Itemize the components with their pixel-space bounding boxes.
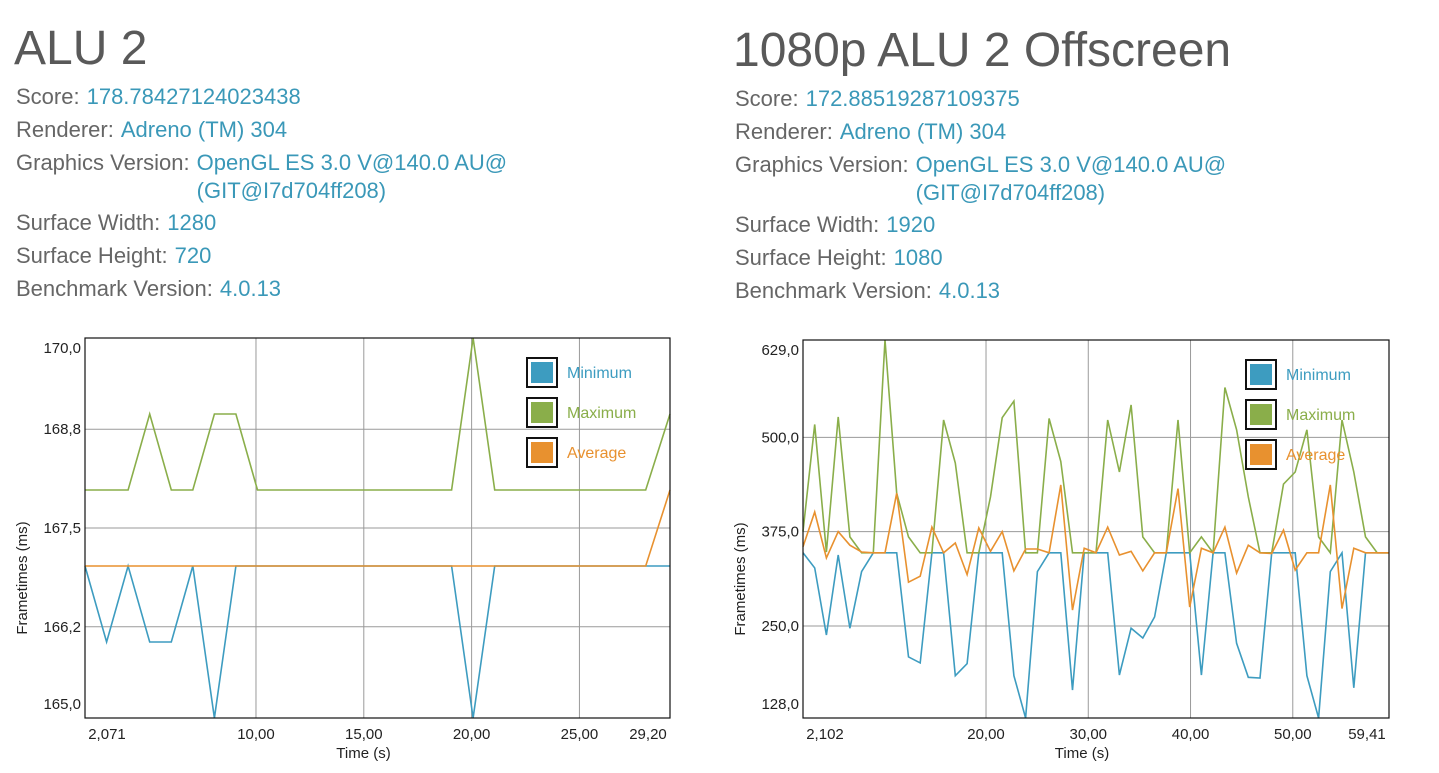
legend-label: Maximum: [567, 405, 636, 422]
field: Surface Height: 720: [16, 243, 211, 268]
x-tick-label: 15,00: [345, 726, 383, 743]
field: Benchmark Version: 4.0.13: [16, 276, 281, 301]
field-label: Surface Width:: [16, 210, 160, 235]
x-axis-title: Time (s): [336, 745, 390, 762]
panel-title: ALU 2: [14, 22, 147, 75]
legend-swatch: [531, 402, 553, 423]
y-tick-label: 629,0: [761, 342, 799, 359]
field: Surface Height: 1080: [735, 245, 943, 270]
y-axis-title: Frametimes (ms): [732, 522, 749, 635]
field-value: 4.0.13: [939, 278, 1000, 303]
field: Surface Width: 1920: [735, 212, 935, 237]
legend-label: Average: [1286, 447, 1345, 464]
legend-label: Maximum: [1286, 407, 1355, 424]
legend-swatch: [531, 362, 553, 383]
y-axis-title: Frametimes (ms): [14, 521, 31, 634]
panel-title: 1080p ALU 2 Offscreen: [733, 24, 1231, 77]
field-label: Score:: [16, 84, 80, 109]
y-tick-label: 170,0: [43, 340, 81, 357]
x-tick-label: 2,071: [88, 726, 126, 743]
x-tick-label: 29,20: [629, 726, 667, 743]
field-value: (GIT@I7d704ff208): [197, 178, 386, 203]
field-value: 1920: [886, 212, 935, 237]
legend-swatch: [1250, 404, 1272, 425]
field-label: Graphics Version:: [735, 152, 909, 177]
field: Score: 172.88519287109375: [735, 86, 1020, 111]
y-tick-label: 375,0: [761, 524, 799, 541]
y-tick-label: 167,5: [43, 520, 81, 537]
field-label: Surface Height:: [16, 243, 168, 268]
plot-frame: [84, 337, 671, 719]
field: Graphics Version: OpenGL ES 3.0 V@140.0 A…: [16, 150, 507, 175]
field-value: 720: [175, 243, 212, 268]
field: Renderer: Adreno (TM) 304: [735, 119, 1006, 144]
field-label: Benchmark Version:: [735, 278, 932, 303]
field-value: OpenGL ES 3.0 V@140.0 AU@: [916, 152, 1226, 177]
legend-swatch: [1250, 444, 1272, 465]
field-label: Renderer:: [735, 119, 833, 144]
field: Score: 178.78427124023438: [16, 84, 301, 109]
field-value: OpenGL ES 3.0 V@140.0 AU@: [197, 150, 507, 175]
field: Graphics Version: OpenGL ES 3.0 V@140.0 A…: [735, 152, 1226, 177]
field: Surface Width: 1280: [16, 210, 216, 235]
y-tick-label: 165,0: [43, 696, 81, 713]
field-value: 172.88519287109375: [806, 86, 1020, 111]
legend-label: Minimum: [1286, 367, 1351, 384]
field-value: 1080: [894, 245, 943, 270]
x-tick-label: 59,41: [1348, 726, 1386, 743]
series-line: [85, 489, 671, 567]
field-label: Graphics Version:: [16, 150, 190, 175]
y-tick-label: 500,0: [761, 429, 799, 446]
field-label: Score:: [735, 86, 799, 111]
x-tick-label: 20,00: [967, 726, 1005, 743]
field-label: Benchmark Version:: [16, 276, 213, 301]
legend-label: Minimum: [567, 365, 632, 382]
field-value: 1280: [167, 210, 216, 235]
field-value: (GIT@I7d704ff208): [916, 180, 1105, 205]
x-tick-label: 10,00: [237, 726, 275, 743]
plot-frame: [802, 339, 1390, 719]
x-tick-label: 50,00: [1274, 726, 1312, 743]
x-tick-label: 2,102: [806, 726, 844, 743]
field-label: Renderer:: [16, 117, 114, 142]
field-value: 4.0.13: [220, 276, 281, 301]
legend-swatch: [531, 442, 553, 463]
plot-background: [803, 340, 1389, 718]
series-line: [85, 337, 671, 491]
legend-label: Average: [567, 445, 626, 462]
x-tick-label: 40,00: [1172, 726, 1210, 743]
y-tick-label: 168,8: [43, 421, 81, 438]
x-tick-label: 20,00: [453, 726, 491, 743]
series-line: [802, 484, 1389, 611]
field: Renderer: Adreno (TM) 304: [16, 117, 287, 142]
legend-swatch: [1250, 364, 1272, 385]
field-value: Adreno (TM) 304: [121, 117, 287, 142]
y-tick-label: 128,0: [761, 696, 799, 713]
y-tick-label: 250,0: [761, 618, 799, 635]
field-value: Adreno (TM) 304: [840, 119, 1006, 144]
field-label: Surface Width:: [735, 212, 879, 237]
field-value: 178.78427124023438: [87, 84, 301, 109]
x-tick-label: 25,00: [561, 726, 599, 743]
x-axis-title: Time (s): [1055, 745, 1109, 762]
y-tick-label: 166,2: [43, 619, 81, 636]
field-label: Surface Height:: [735, 245, 887, 270]
field: Benchmark Version: 4.0.13: [735, 278, 1000, 303]
x-tick-label: 30,00: [1069, 726, 1107, 743]
